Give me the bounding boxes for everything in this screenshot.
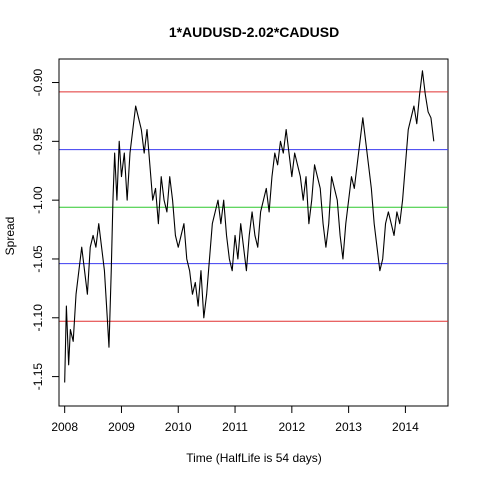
x-tick-label: 2012 bbox=[278, 420, 305, 434]
y-tick-label: -0.95 bbox=[31, 127, 45, 155]
x-tick-label: 2008 bbox=[51, 420, 78, 434]
y-tick-label: -1.05 bbox=[31, 245, 45, 273]
x-tick-label: 2011 bbox=[222, 420, 248, 434]
y-tick-label: -0.90 bbox=[31, 69, 45, 97]
y-tick-label: -1.15 bbox=[31, 363, 45, 391]
reference-lines bbox=[59, 91, 448, 322]
y-axis-label: Spread bbox=[3, 217, 17, 256]
x-tick-label: 2014 bbox=[392, 420, 419, 434]
y-tick-label: -1.10 bbox=[31, 304, 45, 332]
spread-series-line bbox=[64, 70, 435, 383]
x-tick-label: 2013 bbox=[335, 420, 362, 434]
chart-title: 1*AUDUSD-2.02*CADUSD bbox=[169, 24, 339, 40]
x-tick-label: 2009 bbox=[108, 420, 135, 434]
x-axis: 2008 2009 2010 2011 2012 2013 2014 bbox=[51, 405, 419, 434]
plot-frame bbox=[58, 58, 449, 407]
x-tick-label: 2010 bbox=[165, 420, 192, 434]
x-axis-label: Time (HalfLife is 54 days) bbox=[186, 451, 322, 465]
y-tick-label: -1.00 bbox=[31, 186, 45, 214]
y-axis: -1.15 -1.10 -1.05 -1.00 -0.95 -0.90 bbox=[31, 69, 60, 391]
series-layer bbox=[64, 70, 435, 383]
